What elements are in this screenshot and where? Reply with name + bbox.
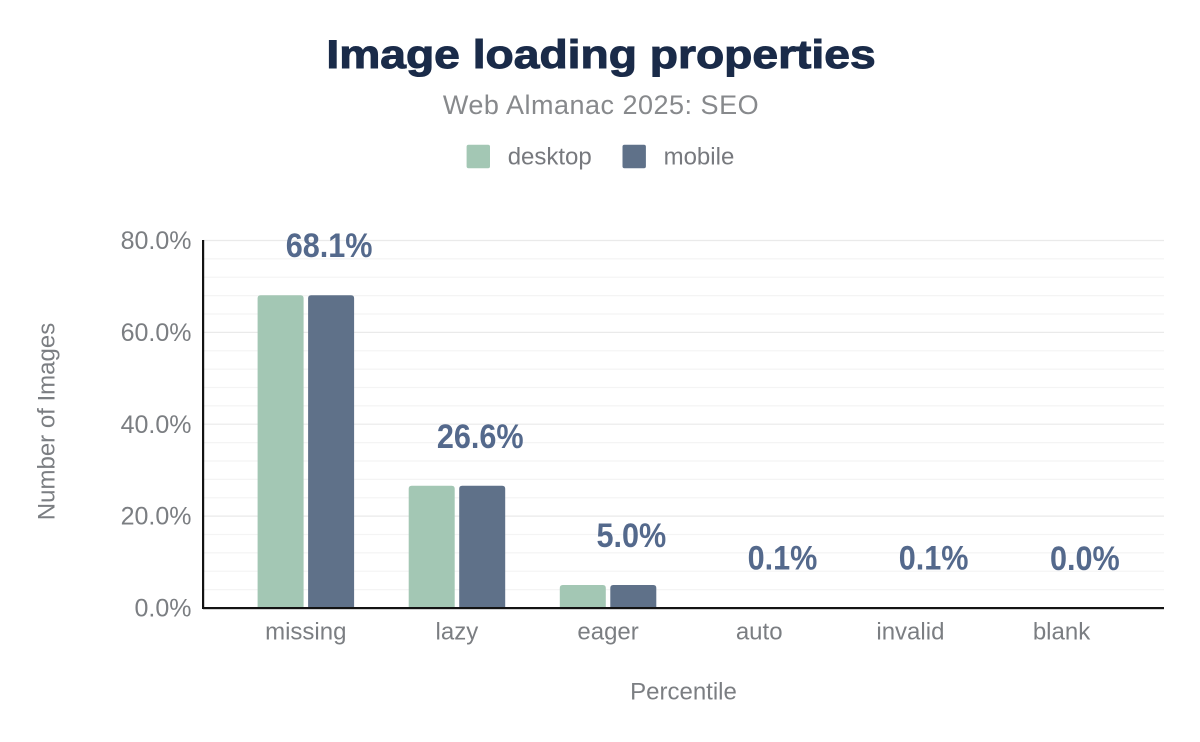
- svg-text:0.0%: 0.0%: [1050, 540, 1120, 578]
- svg-text:blank: blank: [1033, 619, 1091, 646]
- svg-text:Image loading properties: Image loading properties: [326, 33, 875, 77]
- svg-text:Percentile: Percentile: [630, 678, 737, 705]
- svg-text:20.0%: 20.0%: [121, 503, 192, 531]
- svg-text:missing: missing: [265, 619, 346, 646]
- svg-text:Web Almanac 2025: SEO: Web Almanac 2025: SEO: [443, 90, 759, 120]
- svg-text:5.0%: 5.0%: [596, 517, 666, 555]
- svg-text:68.1%: 68.1%: [286, 227, 373, 265]
- svg-text:26.6%: 26.6%: [437, 417, 524, 455]
- svg-text:0.0%: 0.0%: [135, 595, 192, 623]
- svg-text:Number of Images: Number of Images: [34, 323, 61, 520]
- svg-text:auto: auto: [736, 619, 783, 646]
- svg-text:mobile: mobile: [664, 144, 735, 171]
- svg-text:lazy: lazy: [436, 619, 479, 646]
- svg-text:invalid: invalid: [876, 619, 944, 646]
- svg-text:0.1%: 0.1%: [748, 539, 818, 577]
- svg-text:40.0%: 40.0%: [121, 411, 192, 439]
- svg-text:60.0%: 60.0%: [121, 319, 192, 347]
- svg-text:desktop: desktop: [508, 144, 592, 171]
- svg-text:0.1%: 0.1%: [899, 539, 969, 577]
- svg-text:80.0%: 80.0%: [121, 227, 192, 255]
- svg-text:eager: eager: [577, 619, 638, 646]
